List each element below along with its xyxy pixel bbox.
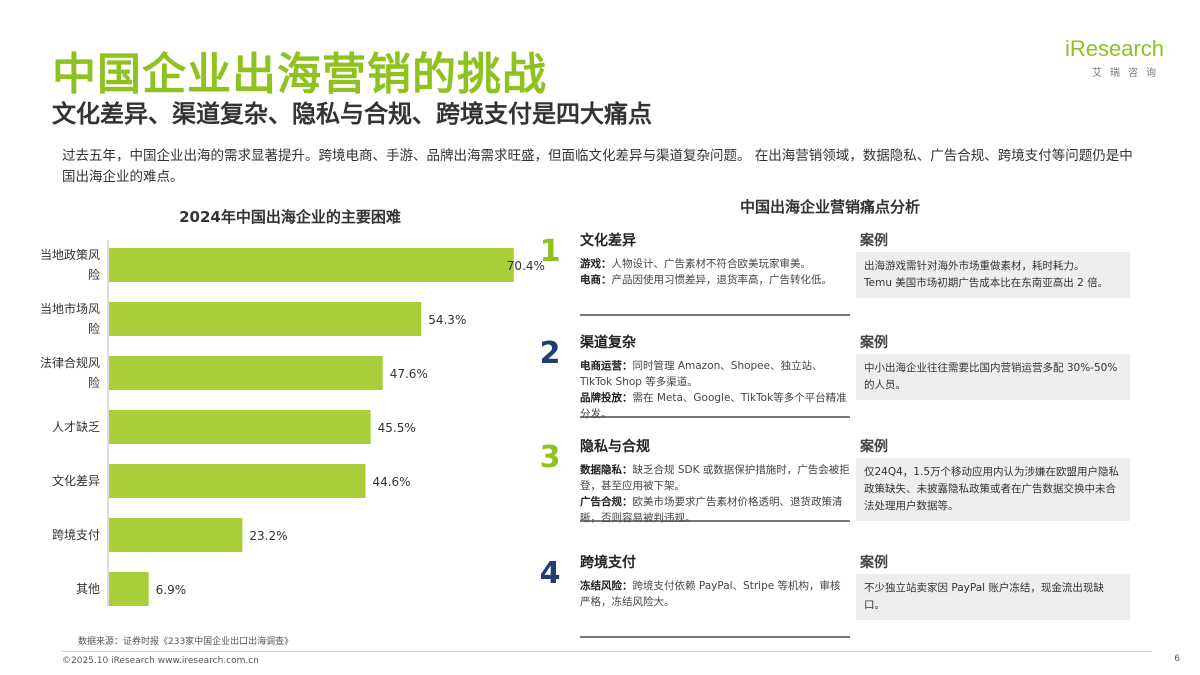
- case-box: 不少独立站卖家因 PayPal 账户冻结，现金流出现缺口。: [856, 574, 1130, 620]
- line-value: 欧美市场要求广告素材价格透明、退货政策清晰，否则容易被判违规。: [580, 496, 843, 524]
- line-key: 广告合规：: [580, 496, 633, 508]
- bar-value-label: 70.4%: [507, 259, 545, 273]
- iresearch-logo: iResearch 艾瑞咨询: [1065, 36, 1164, 79]
- page-subtitle: 文化差异、渠道复杂、隐私与合规、跨境支付是四大痛点: [52, 100, 652, 128]
- bar-value-label: 47.6%: [390, 367, 428, 381]
- line-value: 人物设计、广告素材不符合欧美玩家审美。: [611, 258, 812, 270]
- pain-point-details: 文化差异 游戏：人物设计、广告素材不符合欧美玩家审美。 电商：产品因使用习惯差异，退…: [580, 226, 850, 316]
- line-key: 电商：: [580, 274, 612, 286]
- case-text: 出海游戏需针对海外市场重做素材，耗时耗力。: [864, 260, 1085, 272]
- pain-point-line: 品牌投放：需在 Meta、Google、TikTok等多个平台精准分发。: [580, 390, 850, 422]
- logo-mark: iResearch: [1064, 36, 1164, 61]
- bar-chart: 70.4%当地政策风险54.3%当地市场风险47.6%法律合规风险45.5%人才…: [40, 240, 545, 606]
- bar: [109, 248, 514, 282]
- panel-title: 中国出海企业营销痛点分析: [739, 198, 920, 216]
- line-value: 缺乏合规 SDK 或数据保护措施时，广告会被拒登，甚至应用被下架。: [580, 464, 850, 492]
- pain-point-details: 跨境支付冻结风险：跨境支付依赖 PayPal、Stripe 等机构，审核严格，冻…: [580, 548, 850, 638]
- pain-point-row: 1 文化差异 游戏：人物设计、广告素材不符合欧美玩家审美。 电商：产品因使用习惯差异，…: [536, 226, 1130, 326]
- pain-point-row: 4 跨境支付冻结风险：跨境支付依赖 PayPal、Stripe 等机构，审核严格，…: [536, 548, 1130, 648]
- category-label: 当地政策风: [40, 248, 100, 262]
- bar-value-label: 44.6%: [372, 475, 410, 489]
- case-text: 中小出海企业往往需要比国内营销运营多配 30%-50% 的人员。: [864, 362, 1118, 391]
- case-heading: 案例: [860, 439, 888, 455]
- pain-point-line: 电商运营：同时管理 Amazon、Shopee、独立站、TikTok Shop …: [580, 358, 850, 390]
- bar: [109, 572, 149, 606]
- bar-value-label: 6.9%: [156, 583, 187, 597]
- pain-point-line: 游戏：人物设计、广告素材不符合欧美玩家审美。: [580, 256, 850, 272]
- case-heading: 案例: [860, 555, 888, 571]
- pain-point-heading: 文化差异: [580, 233, 636, 249]
- case-heading: 案例: [860, 233, 888, 249]
- footer-divider: [62, 651, 1152, 652]
- category-label: 其他: [76, 582, 100, 596]
- bar: [109, 518, 243, 552]
- bar: [109, 464, 366, 498]
- case-text: 不少独立站卖家因 PayPal 账户冻结，现金流出现缺口。: [864, 582, 1104, 611]
- intro-paragraph: 过去五年，中国企业出海的需求显著提升。跨境电商、手游、品牌出海需求旺盛，但面临文…: [62, 148, 1133, 185]
- case-text: 仅24Q4，1.5万个移动应用内认为涉嫌在欧盟用户隐私政策缺失、未披露隐私政策或…: [864, 466, 1120, 512]
- line-value: 产品因使用习惯差异，退货率高，广告转化低。: [611, 274, 833, 286]
- pain-point-row: 3 隐私与合规数据隐私：缺乏合规 SDK 或数据保护措施时，广告会被拒登，甚至应用…: [536, 432, 1130, 532]
- pain-point-line: 电商：产品因使用习惯差异，退货率高，广告转化低。: [580, 272, 850, 288]
- line-key: 游戏：: [580, 258, 612, 270]
- copyright: ©2025.10 iResearch www.iresearch.com.cn: [62, 656, 259, 666]
- category-label: 法律合规风: [40, 355, 100, 370]
- bar-value-label: 54.3%: [428, 313, 466, 327]
- line-value: 同时管理 Amazon、Shopee、独立站、TikTok Shop 等多渠道。: [580, 360, 823, 388]
- row-number: 3: [539, 440, 561, 475]
- row-number: 4: [539, 556, 561, 591]
- case-column: 案例出海游戏需针对海外市场重做素材，耗时耗力。 Temu 美国市场初期广告成本比在…: [856, 226, 1130, 298]
- line-key: 冻结风险：: [580, 580, 633, 592]
- line-value: 需在 Meta、Google、TikTok等多个平台精准分发。: [580, 392, 847, 420]
- line-key: 数据隐私：: [580, 464, 633, 476]
- pain-point-row: 2 渠道复杂电商运营：同时管理 Amazon、Shopee、独立站、TikTok …: [536, 328, 1130, 428]
- pain-point-details: 渠道复杂电商运营：同时管理 Amazon、Shopee、独立站、TikTok S…: [580, 328, 850, 420]
- bar: [109, 302, 422, 336]
- case-column: 案例中小出海企业往往需要比国内营销运营多配 30%-50% 的人员。: [856, 328, 1130, 400]
- pain-point-line: 广告合规：欧美市场要求广告素材价格透明、退货政策清晰，否则容易被判违规。: [580, 494, 850, 526]
- category-label: 人才缺乏: [52, 419, 100, 434]
- category-label: 跨境支付: [52, 527, 100, 542]
- case-box: 仅24Q4，1.5万个移动应用内认为涉嫌在欧盟用户隐私政策缺失、未披露隐私政策或…: [856, 458, 1130, 521]
- row-number: 1: [539, 234, 561, 269]
- case-column: 案例不少独立站卖家因 PayPal 账户冻结，现金流出现缺口。: [856, 548, 1130, 620]
- category-label: 文化差异: [52, 473, 100, 488]
- chart-title: 2024年中国出海企业的主要困难: [179, 208, 401, 226]
- case-box: 中小出海企业往往需要比国内营销运营多配 30%-50% 的人员。: [856, 354, 1130, 400]
- bar: [109, 356, 383, 390]
- data-source: 数据来源：证券时报《233家中国企业出口出海调查》: [78, 637, 294, 647]
- pain-point-line: 冻结风险：跨境支付依赖 PayPal、Stripe 等机构，审核严格，冻结风险大…: [580, 578, 850, 610]
- pain-point-heading: 渠道复杂: [580, 335, 636, 351]
- line-key: 电商运营：: [580, 360, 633, 372]
- category-label: 险: [88, 267, 100, 282]
- bar: [109, 410, 371, 444]
- page-number: 6: [1174, 654, 1180, 664]
- bar-value-label: 23.2%: [249, 529, 287, 543]
- row-number: 2: [539, 336, 561, 371]
- logo-cn: 艾瑞咨询: [1092, 68, 1164, 79]
- page-title: 中国企业出海营销的挑战: [52, 49, 547, 100]
- pain-point-heading: 跨境支付: [580, 555, 636, 571]
- case-text: Temu 美国市场初期广告成本比在东南亚高出 2 倍。: [864, 277, 1109, 289]
- category-label: 险: [88, 375, 100, 390]
- category-label: 险: [88, 321, 100, 336]
- case-column: 案例仅24Q4，1.5万个移动应用内认为涉嫌在欧盟用户隐私政策缺失、未披露隐私政…: [856, 432, 1130, 521]
- pain-point-details: 隐私与合规数据隐私：缺乏合规 SDK 或数据保护措施时，广告会被拒登，甚至应用被…: [580, 432, 850, 524]
- case-box: 出海游戏需针对海外市场重做素材，耗时耗力。 Temu 美国市场初期广告成本比在东南…: [856, 252, 1130, 298]
- category-label: 当地市场风: [40, 301, 100, 316]
- line-key: 品牌投放：: [580, 392, 633, 404]
- pain-point-line: 数据隐私：缺乏合规 SDK 或数据保护措施时，广告会被拒登，甚至应用被下架。: [580, 462, 850, 494]
- case-heading: 案例: [860, 335, 888, 351]
- line-value: 跨境支付依赖 PayPal、Stripe 等机构，审核严格，冻结风险大。: [580, 580, 841, 608]
- bar-value-label: 45.5%: [378, 421, 416, 435]
- pain-point-heading: 隐私与合规: [580, 439, 650, 455]
